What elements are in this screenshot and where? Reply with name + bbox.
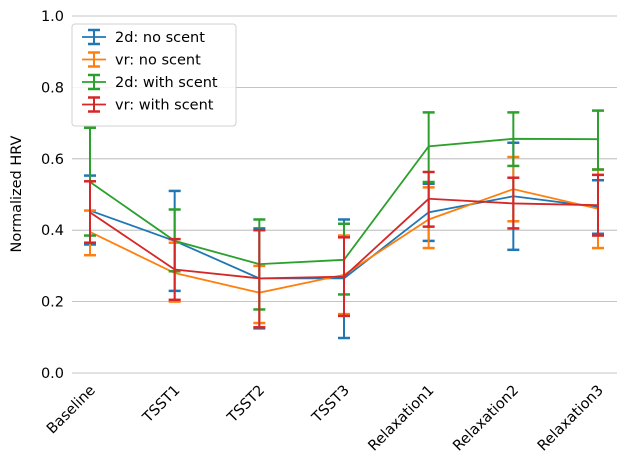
x-tick-label: TSST2 — [224, 383, 268, 427]
x-tick-labels: Baseline TSST1 TSST2 TSST3 Relaxation1 Relaxa… — [44, 382, 607, 454]
y-tick-label: 1.0 — [41, 9, 64, 25]
y-tick-label: 0.6 — [41, 152, 64, 168]
x-tick-label: TSST1 — [139, 383, 183, 427]
y-tick-label: 0.8 — [41, 80, 64, 96]
legend-label: vr: no scent — [115, 53, 201, 69]
series-line — [89, 197, 599, 280]
x-tick-label: Relaxation2 — [450, 383, 522, 455]
legend-label: 2d: no scent — [115, 30, 205, 46]
legend-item: vr: with scent — [82, 96, 214, 114]
legend-item: 2d: no scent — [82, 28, 205, 46]
y-tick-labels: 0.0 0.2 0.4 0.6 0.8 1.0 — [41, 9, 64, 382]
series-3 — [84, 170, 604, 329]
y-tick-label: 0.2 — [41, 295, 64, 311]
legend-label: 2d: with scent — [115, 75, 218, 91]
x-tick-label: TSST3 — [309, 383, 353, 427]
legend: 2d: no scent vr: no scent 2d: with scent vr… — [71, 23, 237, 127]
series-group — [84, 109, 604, 340]
y-axis-label: Normalized HRV — [9, 135, 25, 252]
legend-label: vr: with scent — [115, 98, 214, 114]
y-tick-label: 0.0 — [41, 366, 64, 382]
x-tick-label: Baseline — [44, 382, 99, 437]
y-tick-label: 0.4 — [41, 223, 64, 239]
x-tick-label: Relaxation1 — [366, 383, 438, 455]
x-tick-label: Relaxation3 — [535, 383, 607, 455]
legend-item: 2d: with scent — [82, 73, 218, 91]
legend-item: vr: no scent — [82, 51, 201, 69]
legend-box — [71, 23, 237, 127]
